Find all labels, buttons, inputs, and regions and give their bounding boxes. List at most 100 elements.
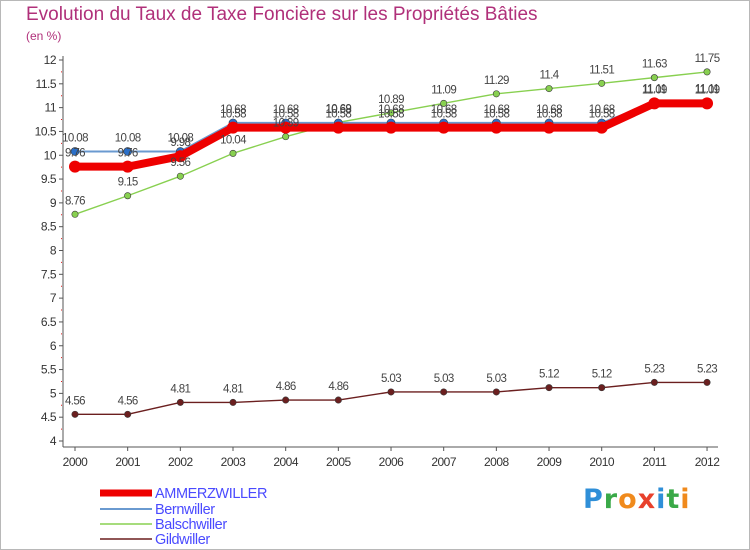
data-label-ammerzwiller: 11.09 — [695, 84, 720, 96]
data-point-gildwiller — [650, 378, 658, 386]
data-label-balschwiller: 11.75 — [695, 53, 720, 65]
y-tick-label: 10.5 — [35, 124, 57, 138]
chart-title: Evolution du Taux de Taxe Foncière sur l… — [26, 4, 538, 25]
data-point-ammerzwiller — [174, 150, 187, 163]
data-point-ammerzwiller — [701, 97, 714, 110]
y-tick-label: 11 — [45, 101, 57, 115]
x-tick-label: 2001 — [115, 455, 141, 469]
data-label-ammerzwiller: 10.58 — [536, 109, 562, 121]
data-label-balschwiller: 11.09 — [431, 84, 456, 96]
legend-label-ammerzwiller: AMMERZWILLER — [155, 486, 267, 502]
data-point-balschwiller — [440, 99, 448, 107]
data-label-bernwiller: 10.68 — [220, 104, 246, 116]
legend-label-balschwiller: Balschwiller — [155, 517, 227, 533]
data-point-gildwiller — [176, 398, 184, 406]
logo-letter: o — [618, 484, 638, 515]
data-label-bernwiller: 10.08 — [115, 132, 141, 144]
x-tick-label: 2003 — [221, 455, 247, 469]
data-point-gildwiller — [545, 384, 553, 392]
y-tick-label: 6 — [50, 339, 57, 353]
x-tick-label: 2009 — [537, 455, 563, 469]
data-label-gildwiller: 5.12 — [539, 369, 559, 381]
data-label-balschwiller: 10.69 — [325, 103, 351, 115]
data-label-bernwiller: 11.11 — [642, 83, 666, 95]
x-tick-label: 2012 — [695, 455, 721, 469]
data-label-bernwiller: 10.08 — [167, 132, 193, 144]
data-label-balschwiller: 11.4 — [539, 70, 559, 82]
data-label-bernwiller: 10.68 — [325, 104, 351, 116]
data-label-balschwiller: 11.51 — [589, 64, 614, 76]
data-point-ammerzwiller — [121, 160, 134, 173]
x-tick-label: 2002 — [168, 455, 194, 469]
data-point-balschwiller — [176, 172, 184, 180]
data-label-bernwiller: 10.68 — [431, 104, 457, 116]
x-tick-label: 2004 — [273, 455, 299, 469]
x-tick-label: 2000 — [63, 455, 89, 469]
data-label-balschwiller: 11.29 — [484, 75, 509, 87]
data-label-bernwiller: 10.68 — [589, 104, 615, 116]
data-label-ammerzwiller: 10.58 — [431, 109, 457, 121]
data-point-gildwiller — [71, 410, 79, 418]
y-tick-label: 12 — [44, 53, 57, 67]
data-point-ammerzwiller — [595, 121, 608, 134]
data-point-balschwiller — [545, 85, 553, 93]
logo-letter: r — [603, 484, 619, 515]
data-point-ammerzwiller — [332, 121, 345, 134]
data-label-balschwiller: 10.04 — [220, 134, 247, 146]
data-point-balschwiller — [703, 68, 711, 76]
data-point-ammerzwiller — [543, 121, 556, 134]
data-point-balschwiller — [282, 133, 290, 141]
data-label-gildwiller: 4.56 — [118, 395, 138, 407]
y-tick-label: 7.5 — [41, 267, 57, 281]
data-point-balschwiller — [598, 79, 606, 87]
data-label-balschwiller: 9.56 — [170, 157, 190, 169]
x-tick-label: 2010 — [589, 455, 615, 469]
data-point-balschwiller — [229, 149, 237, 157]
logo-letter: i — [656, 484, 667, 515]
data-point-ammerzwiller — [490, 121, 503, 134]
data-label-ammerzwiller: 10.58 — [273, 109, 299, 121]
data-point-gildwiller — [703, 378, 711, 386]
data-label-balschwiller: 11.63 — [642, 59, 667, 71]
logo-letter: x — [637, 484, 657, 515]
data-label-gildwiller: 4.86 — [276, 381, 296, 393]
data-point-ammerzwiller — [279, 121, 292, 134]
data-point-bernwiller — [123, 147, 132, 156]
data-label-gildwiller: 5.12 — [592, 369, 612, 381]
x-tick-label: 2011 — [642, 455, 667, 469]
data-point-balschwiller — [492, 90, 500, 98]
data-label-ammerzwiller: 9.76 — [65, 148, 85, 160]
x-tick-label: 2005 — [326, 455, 352, 469]
data-label-gildwiller: 4.86 — [328, 381, 348, 393]
data-label-ammerzwiller: 9.98 — [170, 137, 190, 149]
data-point-ammerzwiller — [227, 121, 240, 134]
data-point-gildwiller — [598, 384, 606, 392]
data-label-gildwiller: 5.03 — [486, 373, 506, 385]
data-point-gildwiller — [229, 398, 237, 406]
data-label-ammerzwiller: 9.76 — [118, 148, 138, 160]
y-tick-label: 6.5 — [41, 315, 57, 329]
data-label-balschwiller: 10.89 — [378, 94, 404, 106]
data-label-ammerzwiller: 10.58 — [325, 109, 351, 121]
logo-letter: i — [680, 484, 691, 515]
data-label-bernwiller: 11.11 — [695, 83, 719, 95]
y-tick-label: 8 — [50, 244, 57, 258]
data-point-gildwiller — [124, 410, 132, 418]
data-label-ammerzwiller: 10.58 — [589, 109, 615, 121]
data-label-ammerzwiller: 10.58 — [378, 109, 404, 121]
data-point-gildwiller — [387, 388, 395, 396]
data-label-bernwiller: 10.68 — [378, 104, 404, 116]
y-tick-label: 9 — [50, 196, 57, 210]
data-label-gildwiller: 5.03 — [434, 373, 454, 385]
y-tick-label: 5.5 — [41, 363, 57, 377]
legend-label-bernwiller: Bernwiller — [155, 502, 215, 518]
legend-label-gildwiller: Gildwiller — [155, 532, 210, 548]
data-label-bernwiller: 10.08 — [62, 132, 88, 144]
data-label-bernwiller: 10.68 — [273, 104, 299, 116]
data-point-ammerzwiller — [648, 97, 661, 110]
y-tick-label: 11.5 — [36, 77, 57, 91]
data-point-gildwiller — [334, 396, 342, 404]
data-point-gildwiller — [440, 388, 448, 396]
proxiti-logo: Proxiti — [583, 484, 691, 515]
